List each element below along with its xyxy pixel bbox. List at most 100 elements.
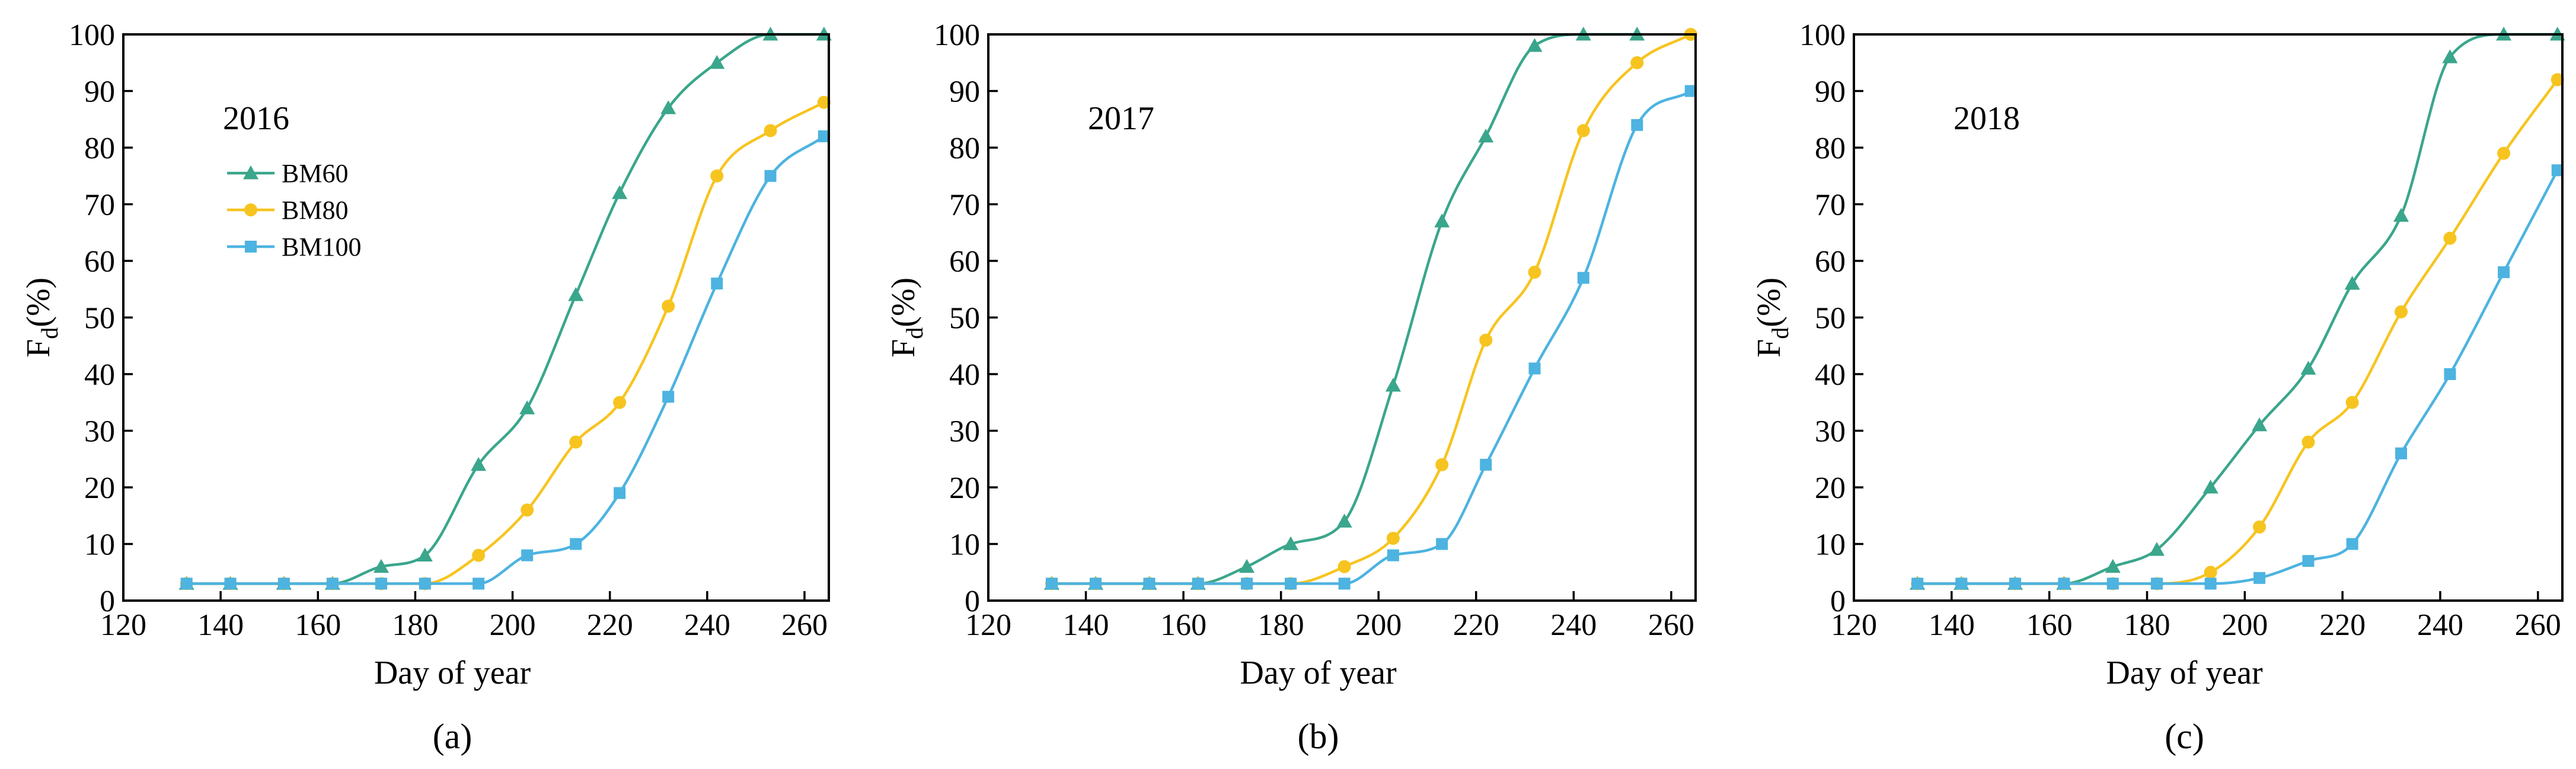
y-tick-label: 40 xyxy=(1815,358,1846,392)
data-point-bm60-5 xyxy=(2149,542,2165,556)
y-tick-label: 0 xyxy=(1830,585,1846,618)
chart-panel-1: 120 140 160 180 200 220 240 260 0 10 20 30 40 50 60 70 8… xyxy=(885,18,1697,756)
data-point-bm100-3 xyxy=(326,577,339,590)
data-point-bm60-8 xyxy=(568,287,584,301)
y-tick-label: 20 xyxy=(949,471,980,505)
data-point-bm100-12 xyxy=(2498,266,2510,279)
data-point-bm80-7 xyxy=(1386,531,1400,545)
data-point-bm80-9 xyxy=(2345,395,2359,409)
data-point-bm60-11 xyxy=(709,55,725,69)
y-tick-label: 50 xyxy=(1815,302,1846,336)
data-point-bm80-12 xyxy=(2497,146,2511,160)
x-tick-label: 260 xyxy=(1648,608,1694,642)
data-point-bm60-11 xyxy=(2442,49,2458,63)
data-point-bm80-10 xyxy=(2395,305,2408,318)
data-point-bm100-8 xyxy=(570,538,582,550)
data-point-bm60-10 xyxy=(660,100,676,114)
data-point-bm80-13 xyxy=(2551,73,2564,87)
y-tick-label: 20 xyxy=(1815,471,1846,505)
data-point-bm60-8 xyxy=(1434,213,1450,228)
data-point-bm100-8 xyxy=(2302,555,2315,567)
x-tick-label: 140 xyxy=(1929,608,1975,642)
data-point-bm80-7 xyxy=(2253,520,2267,534)
x-tick-label: 160 xyxy=(2026,608,2073,642)
data-point-bm100-8 xyxy=(1436,538,1448,550)
x-tick-label: 260 xyxy=(781,608,828,642)
data-point-bm100-13 xyxy=(818,130,830,142)
legend-marker-bm100 xyxy=(245,241,257,253)
y-tick-label: 90 xyxy=(1815,75,1846,109)
legend-marker-bm80 xyxy=(244,203,257,216)
data-point-bm100-0 xyxy=(180,577,193,590)
y-tick-label: 70 xyxy=(949,189,980,222)
year-label: 2018 xyxy=(1953,100,2020,137)
y-tick-label: 40 xyxy=(84,358,115,392)
legend: BM60 BM80 BM100 xyxy=(227,159,361,261)
series-line-bm80 xyxy=(1917,79,2559,585)
data-point-bm60-6 xyxy=(1336,513,1352,528)
data-point-bm60-7 xyxy=(1385,378,1401,392)
data-point-bm80-9 xyxy=(613,395,627,409)
x-tick-label: 180 xyxy=(1258,608,1304,642)
series-line-bm100 xyxy=(1052,90,1692,585)
data-point-bm60-4 xyxy=(373,559,389,573)
y-tick-label: 80 xyxy=(84,132,115,165)
chart-panel-0: 120 140 160 180 200 220 240 260 0 10 20 30 40 50 60 70 8… xyxy=(20,18,832,756)
chart-panel-2: 120 140 160 180 200 220 240 260 0 10 20 30 40 50 60 70 8… xyxy=(1751,18,2565,756)
y-tick-label: 20 xyxy=(84,471,115,505)
data-point-bm100-0 xyxy=(1911,577,1924,590)
data-point-bm100-1 xyxy=(1090,577,1102,590)
x-tick-label: 160 xyxy=(1160,608,1206,642)
x-tick-label: 240 xyxy=(684,608,730,642)
x-tick-label: 140 xyxy=(1063,608,1109,642)
data-point-bm100-13 xyxy=(2551,164,2564,177)
y-tick-label: 40 xyxy=(949,358,980,392)
data-point-bm80-12 xyxy=(764,124,777,138)
legend-label-bm80: BM80 xyxy=(282,196,348,225)
data-point-bm80-12 xyxy=(1630,56,1644,69)
data-point-bm100-10 xyxy=(2395,447,2408,460)
data-point-bm60-4 xyxy=(2105,559,2121,573)
year-label: 2017 xyxy=(1088,100,1154,137)
x-tick-label: 200 xyxy=(2221,608,2268,642)
data-point-bm100-7 xyxy=(1387,549,1399,561)
data-point-bm100-5 xyxy=(419,577,431,590)
data-point-bm60-7 xyxy=(519,400,535,414)
x-axis-title: Day of year xyxy=(2106,655,2263,691)
data-point-bm100-7 xyxy=(521,549,534,561)
x-tick-label: 120 xyxy=(1831,608,1877,642)
data-point-bm80-6 xyxy=(2204,566,2217,579)
x-tick-label: 220 xyxy=(2319,608,2366,642)
data-point-bm100-2 xyxy=(277,577,290,590)
y-tick-label: 30 xyxy=(1815,415,1846,449)
x-tick-label: 200 xyxy=(1355,608,1402,642)
data-point-bm100-2 xyxy=(1143,577,1155,590)
data-point-bm60-10 xyxy=(2393,208,2409,222)
y-tick-label: 90 xyxy=(949,75,980,109)
y-tick-label: 30 xyxy=(949,415,980,449)
data-point-bm100-10 xyxy=(662,391,675,403)
data-point-bm80-8 xyxy=(2302,435,2315,449)
data-point-bm100-1 xyxy=(1955,577,1968,590)
y-axis-title: Fd(%) xyxy=(1751,277,1793,358)
series-line-bm100 xyxy=(1917,170,2559,585)
y-tick-label: 50 xyxy=(84,302,115,336)
x-tick-label: 260 xyxy=(2515,608,2561,642)
data-point-bm100-6 xyxy=(1338,577,1351,590)
data-point-bm60-10 xyxy=(1527,38,1543,52)
y-tick-label: 100 xyxy=(934,18,980,52)
y-tick-label: 60 xyxy=(949,245,980,279)
x-tick-label: 160 xyxy=(295,608,341,642)
x-tick-label: 140 xyxy=(197,608,244,642)
data-point-bm100-6 xyxy=(473,577,485,590)
data-point-bm80-7 xyxy=(521,503,534,517)
data-point-bm100-3 xyxy=(2058,577,2070,590)
data-point-bm80-6 xyxy=(472,548,486,562)
data-point-bm60-9 xyxy=(612,185,628,199)
panel-label: (c) xyxy=(2165,717,2204,756)
x-tick-label: 220 xyxy=(587,608,633,642)
data-point-bm100-1 xyxy=(224,577,237,590)
data-point-bm60-5 xyxy=(1283,536,1299,550)
data-point-bm60-5 xyxy=(417,547,433,561)
